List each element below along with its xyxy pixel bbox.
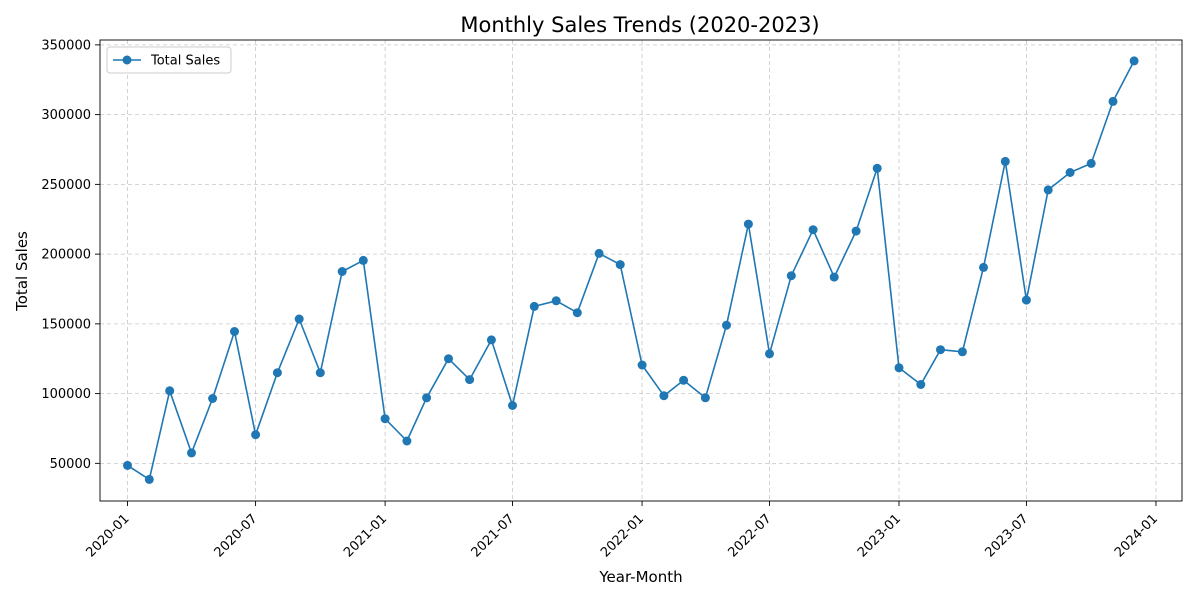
data-point <box>659 391 669 401</box>
data-point <box>957 347 967 357</box>
data-point <box>508 401 517 410</box>
data-point <box>1021 295 1031 305</box>
data-point <box>1108 96 1118 106</box>
y-tick-label: 50000 <box>50 457 91 472</box>
data-point <box>572 308 582 318</box>
data-point <box>165 386 175 396</box>
data-point <box>1065 168 1075 177</box>
series-line-total-sales <box>127 60 1135 481</box>
data-point <box>829 272 839 282</box>
data-point <box>594 248 604 258</box>
series-layer <box>123 56 1139 484</box>
data-point <box>722 320 731 330</box>
data-point <box>979 262 988 272</box>
data-point <box>123 460 132 470</box>
data-point <box>230 327 239 336</box>
data-point <box>294 314 304 324</box>
chart-title: Monthly Sales Trends (2020-2023) <box>460 13 819 37</box>
y-tick-label: 150000 <box>41 317 91 332</box>
data-point <box>1129 56 1139 66</box>
data-point <box>637 360 647 370</box>
legend-label-total-sales: Total Sales <box>150 54 220 69</box>
data-point <box>765 349 774 359</box>
y-tick-label: 300000 <box>41 108 91 123</box>
data-point <box>208 394 218 403</box>
data-point <box>786 271 796 281</box>
y-tick-label: 200000 <box>41 248 91 263</box>
data-point <box>529 301 539 311</box>
data-point <box>808 225 818 235</box>
data-point <box>272 368 282 378</box>
data-point <box>144 474 154 484</box>
data-point <box>251 430 261 440</box>
data-point <box>315 368 325 378</box>
data-point <box>402 436 412 446</box>
plot-frame <box>99 39 1183 502</box>
y-tick-label: 100000 <box>41 387 91 402</box>
y-axis-title: Total Sales <box>13 231 31 312</box>
legend: Total Sales <box>106 46 232 74</box>
data-point <box>700 393 710 403</box>
data-point <box>187 448 196 458</box>
legend-marker-sample <box>122 55 132 65</box>
data-point <box>851 226 861 236</box>
y-tick-label: 350000 <box>41 38 91 53</box>
data-point <box>679 375 689 385</box>
data-point <box>337 267 347 276</box>
data-point <box>422 393 432 403</box>
data-point <box>465 375 475 385</box>
x-axis-title: Year-Month <box>598 568 682 586</box>
legend-box <box>106 46 232 74</box>
data-point <box>358 255 368 265</box>
data-point <box>872 163 882 173</box>
data-point <box>1000 156 1010 166</box>
y-tick-label: 250000 <box>41 178 91 193</box>
y-axis: 50000 100000 150000 200000 250000 300000 35000… <box>41 38 100 472</box>
data-point <box>936 345 945 355</box>
data-point <box>615 260 625 270</box>
data-point <box>916 380 926 389</box>
data-point <box>743 219 753 229</box>
grid-lines <box>100 40 1182 501</box>
data-point <box>380 414 390 424</box>
data-point <box>551 296 561 306</box>
data-point <box>894 363 904 373</box>
data-point <box>1043 185 1053 195</box>
data-point <box>1086 158 1096 168</box>
data-point <box>486 335 496 345</box>
data-point <box>444 354 453 364</box>
